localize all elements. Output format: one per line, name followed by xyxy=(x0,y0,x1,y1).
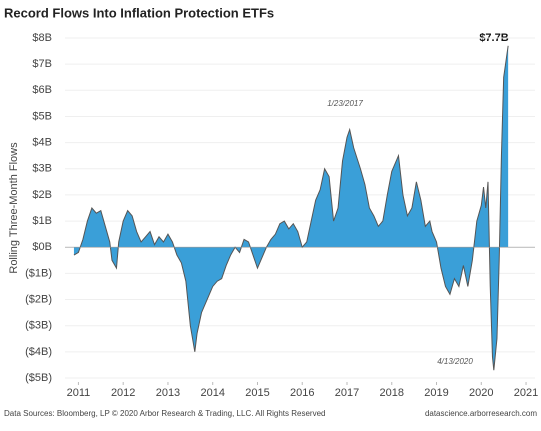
x-tick-label: 2013 xyxy=(156,387,180,399)
line xyxy=(73,45,509,371)
x-tick-label: 2012 xyxy=(111,387,135,399)
y-tick-label: $2B xyxy=(32,189,52,201)
x-tick-label: 2021 xyxy=(514,387,538,399)
y-tick-label: $3B xyxy=(32,163,52,175)
y-tick-label: ($5B) xyxy=(25,372,52,384)
y-tick-label: $8B xyxy=(32,32,52,44)
y-tick-label: ($3B) xyxy=(25,320,52,332)
x-tick-label: 2016 xyxy=(290,387,314,399)
website: datascience.arborresearch.com xyxy=(425,409,537,418)
area xyxy=(73,45,509,371)
y-tick-label: $5B xyxy=(32,110,52,122)
x-tick-label: 2019 xyxy=(424,387,448,399)
annotation: 4/13/2020 xyxy=(437,357,473,366)
y-axis-label: Rolling Three-Month Flows xyxy=(8,142,20,274)
y-tick-label: ($1B) xyxy=(25,267,52,279)
y-tick-label: $7B xyxy=(32,58,52,70)
y-tick-label: $6B xyxy=(32,84,52,96)
x-tick-label: 2014 xyxy=(200,387,224,399)
y-tick-label: $4B xyxy=(32,137,52,149)
x-tick-label: 2020 xyxy=(469,387,493,399)
annotation: 1/23/2017 xyxy=(327,99,363,108)
x-tick-label: 2011 xyxy=(67,387,91,399)
x-tick-label: 2018 xyxy=(380,387,404,399)
chart-title: Record Flows Into Inflation Protection E… xyxy=(4,5,274,20)
source: Data Sources: Bloomberg, LP © 2020 Arbor… xyxy=(4,409,325,418)
x-tick-label: 2015 xyxy=(245,387,269,399)
y-tick-label: $0B xyxy=(32,241,52,253)
y-tick-label: ($2B) xyxy=(25,293,52,305)
y-tick-label: $1B xyxy=(32,215,52,227)
x-tick-label: 2017 xyxy=(335,387,359,399)
y-tick-label: ($4B) xyxy=(25,346,52,358)
